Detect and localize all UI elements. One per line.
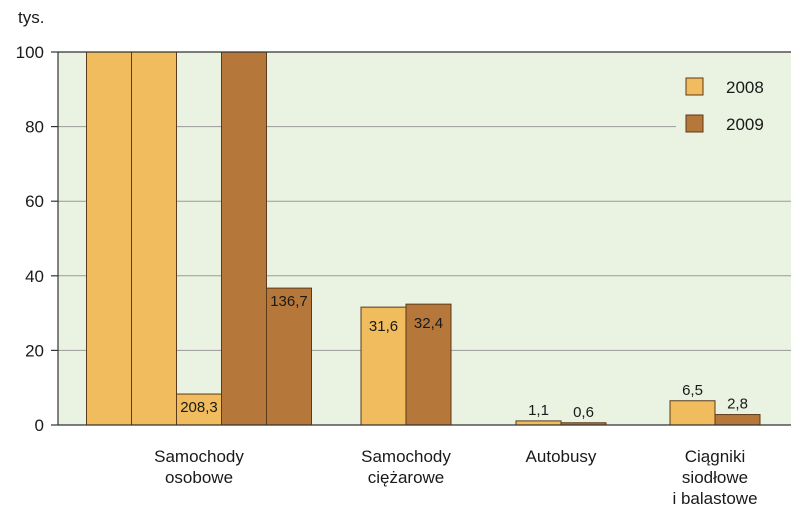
bar-2008-cat2 [360, 306, 407, 426]
data-label: 1,1 [528, 402, 549, 419]
legend-swatch [685, 77, 704, 96]
data-label: 0,6 [573, 404, 594, 421]
data-label: 208,3 [180, 399, 218, 416]
y-tick-label: 40 [25, 267, 44, 286]
bar-2008-cat4 [669, 400, 716, 426]
legend-label: 2008 [726, 78, 764, 97]
bar-2009-cat1 [266, 287, 312, 426]
bars [86, 51, 761, 426]
y-tick-label: 100 [16, 43, 44, 62]
data-label: 32,4 [414, 315, 443, 332]
y-tick-label: 0 [35, 416, 44, 435]
y-axis: 0 20 40 60 80 100 [16, 43, 791, 435]
bar-2008-cat3 [515, 420, 562, 426]
bar-2009-cat1 [221, 51, 267, 426]
data-label: 6,5 [682, 382, 703, 399]
legend-label: 2009 [726, 115, 764, 134]
data-labels: 208,3 136,7 31,6 32,4 1,1 0,6 6,5 2,8 [180, 293, 748, 421]
bar-2009-cat2 [405, 303, 452, 426]
x-category-label: Samochody ciężarowe [361, 447, 451, 487]
bar-2008-cat1 [86, 51, 132, 426]
y-tick-label: 80 [25, 118, 44, 137]
x-category-label: Samochody osobowe [154, 447, 244, 487]
data-label: 31,6 [369, 318, 398, 335]
bar-2008-cat1 [131, 51, 177, 426]
bar-2008-cat1 [176, 393, 222, 426]
y-tick-label: 60 [25, 192, 44, 211]
x-category-label: Autobusy [526, 447, 597, 466]
x-category-label: Ciągniki siodłowe i balastowe [672, 447, 757, 508]
x-axis: Samochody osobowe Samochody ciężarowe Autobu… [154, 447, 757, 508]
y-tick-label: 20 [25, 341, 44, 360]
unit-label: tys. [18, 8, 44, 27]
data-label: 2,8 [727, 396, 748, 413]
data-label: 136,7 [270, 293, 308, 310]
gridlines [58, 126, 791, 351]
legend: 2008 2009 [676, 70, 791, 140]
bar-2009-cat4 [714, 414, 761, 426]
legend-swatch [685, 114, 704, 133]
